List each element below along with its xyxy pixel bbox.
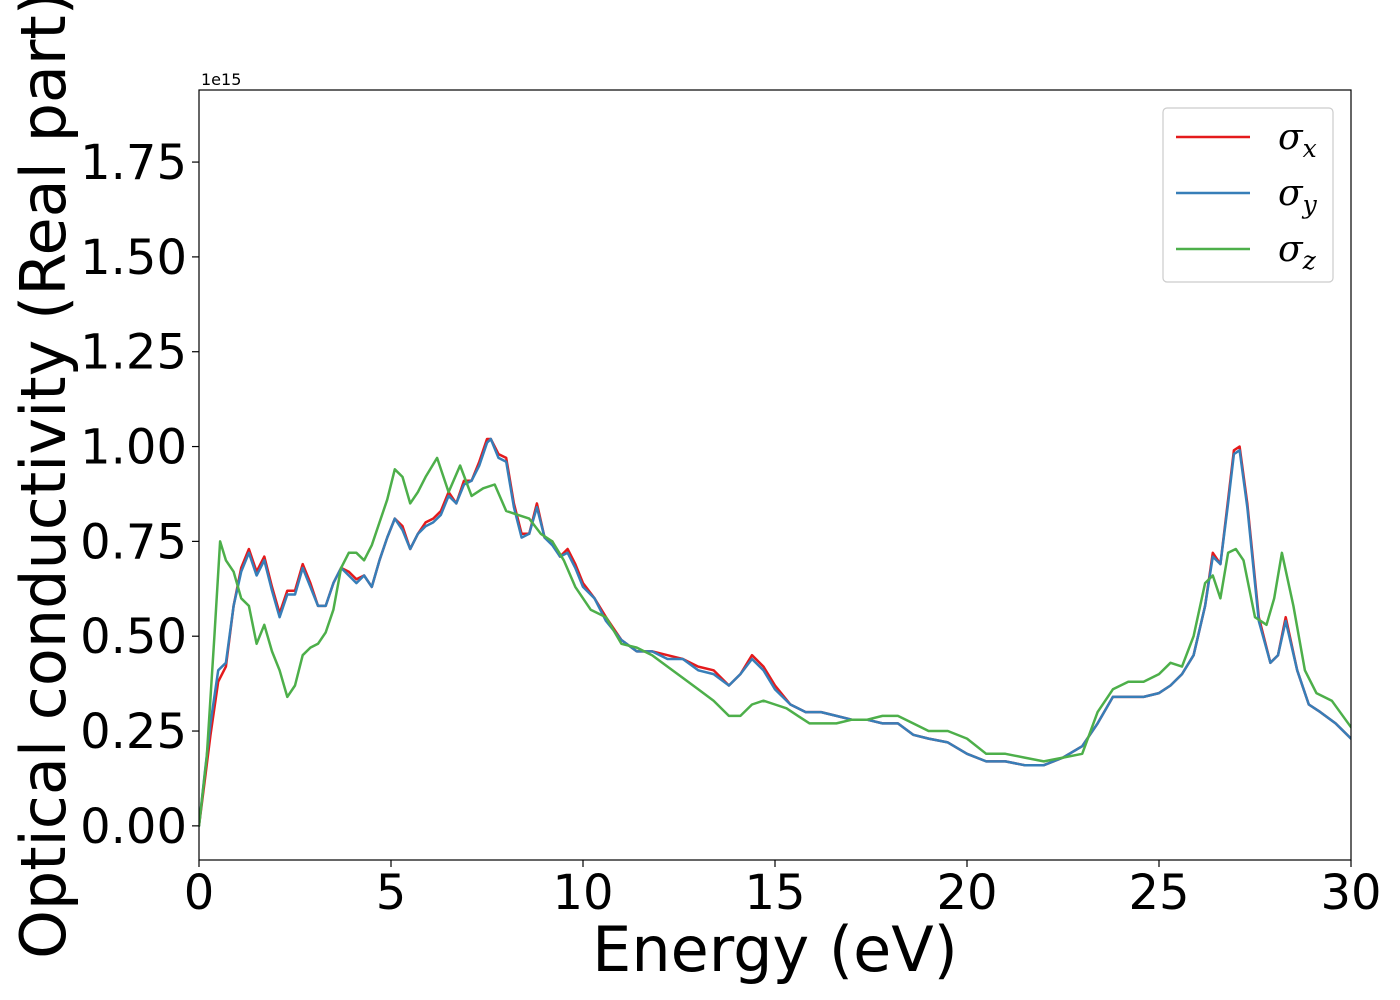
y-offset-label: 1e15 (201, 70, 241, 89)
y-axis-title: Optical conductivity (Real part) (7, 0, 80, 959)
legend-label-x: σx (1278, 117, 1317, 163)
y-tick-label: 0.00 (80, 799, 187, 855)
y-tick-label: 1.00 (80, 420, 187, 476)
series-line-x (199, 437, 1351, 828)
x-tick-label: 20 (936, 865, 997, 921)
x-axis: 0 5 10 15 20 25 30 (184, 860, 1382, 921)
legend: σx σy σz (1162, 107, 1334, 283)
y-tick-label: 1.75 (80, 135, 187, 191)
x-tick-label: 25 (1128, 865, 1189, 921)
x-tick-label: 10 (552, 865, 613, 921)
legend-frame (1162, 107, 1334, 283)
x-axis-title: Energy (eV) (592, 913, 958, 986)
y-tick-label: 0.25 (80, 704, 187, 760)
y-tick-label: 0.50 (80, 609, 187, 665)
series-layer (199, 437, 1351, 828)
y-tick-label: 0.75 (80, 514, 187, 570)
legend-label-y: σy (1278, 173, 1318, 219)
series-line-y (199, 437, 1351, 828)
legend-label-z: σz (1278, 229, 1317, 275)
y-tick-label: 1.25 (80, 325, 187, 381)
x-tick-label: 0 (184, 865, 215, 921)
x-tick-label: 5 (376, 865, 407, 921)
x-tick-label: 15 (744, 865, 805, 921)
x-tick-label: 30 (1320, 865, 1381, 921)
y-axis: 0.00 0.25 0.50 0.75 1.00 1.25 1.50 1.75 (80, 135, 199, 855)
y-tick-label: 1.50 (80, 230, 187, 286)
series-line-z (199, 456, 1351, 828)
